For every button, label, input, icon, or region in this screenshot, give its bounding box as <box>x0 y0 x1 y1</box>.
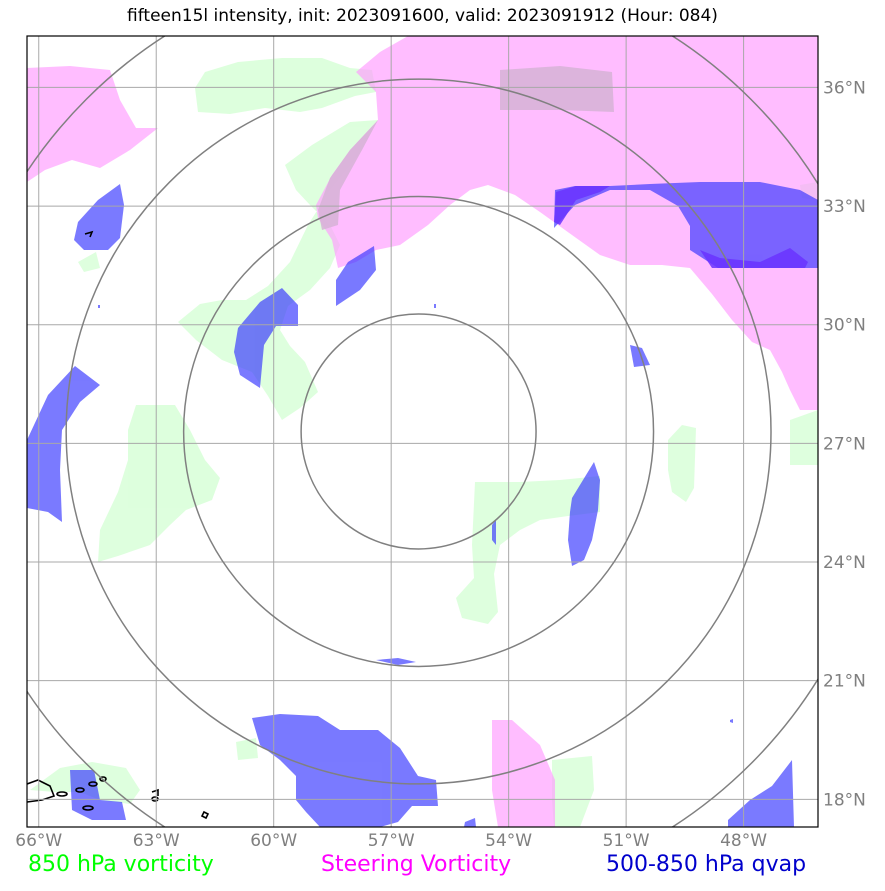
range-ring-1 <box>182 195 655 668</box>
range-ring-2 <box>65 78 772 785</box>
map-title: fifteen15l intensity, init: 2023091600, … <box>127 6 718 26</box>
lat-tick-label: 18°N <box>823 790 866 810</box>
qvap-overlap-fill <box>554 186 808 268</box>
plot-border <box>26 35 819 828</box>
overlap-fill <box>318 66 614 230</box>
coastlines <box>27 230 210 820</box>
lat-tick-label: 21°N <box>823 672 866 692</box>
gridlines <box>27 36 818 827</box>
legend-steering-vorticity: Steering Vorticity <box>321 852 512 877</box>
lon-tick-label: 60°W <box>250 831 297 851</box>
lon-tick-label: 54°W <box>485 831 532 851</box>
lon-tick-labels: 66°W 63°W 60°W 57°W 54°W 51°W 48°W <box>15 831 767 851</box>
lon-tick-label: 51°W <box>603 831 650 851</box>
lon-tick-label: 57°W <box>368 831 415 851</box>
range-ring-0 <box>300 313 537 550</box>
lon-tick-label: 66°W <box>15 831 62 851</box>
steering-vorticity-fill <box>27 36 818 827</box>
lat-tick-label: 27°N <box>823 434 866 454</box>
legend-qvap: 500-850 hPa qvap <box>606 852 807 877</box>
lon-tick-label: 63°W <box>133 831 180 851</box>
lat-tick-label: 30°N <box>823 316 866 336</box>
lat-tick-label: 33°N <box>823 197 866 217</box>
lat-tick-label: 24°N <box>823 553 866 573</box>
legend-850-vorticity: 850 hPa vorticity <box>28 852 214 877</box>
lat-tick-labels: 36°N 33°N 30°N 27°N 24°N 21°N 18°N <box>823 78 866 810</box>
vorticity-850-fill <box>30 58 818 827</box>
lon-tick-label: 48°W <box>720 831 767 851</box>
lat-tick-label: 36°N <box>823 78 866 98</box>
